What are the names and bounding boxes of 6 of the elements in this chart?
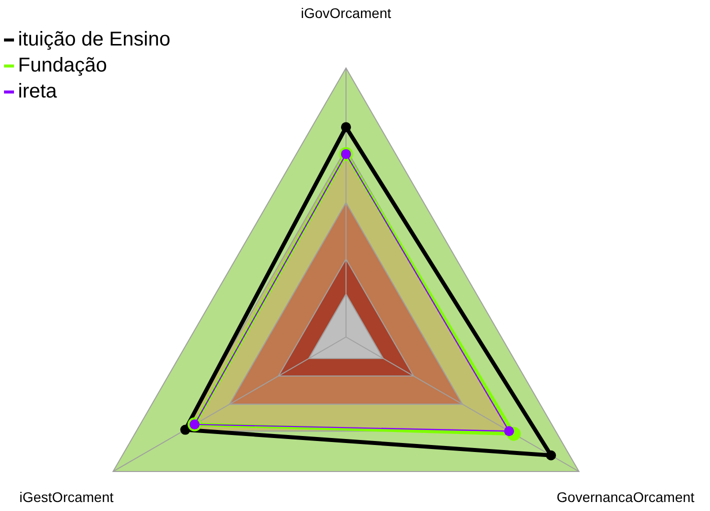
- spoke-label: GovernancaOrcament: [556, 489, 695, 506]
- legend-label: Fundação: [18, 54, 107, 76]
- legend-label: ituição de Ensino: [18, 28, 170, 50]
- legend-label: ireta: [18, 80, 58, 102]
- spoke-label: iGestOrcament: [19, 489, 114, 506]
- spoke-label: iGovOrcament: [300, 4, 392, 21]
